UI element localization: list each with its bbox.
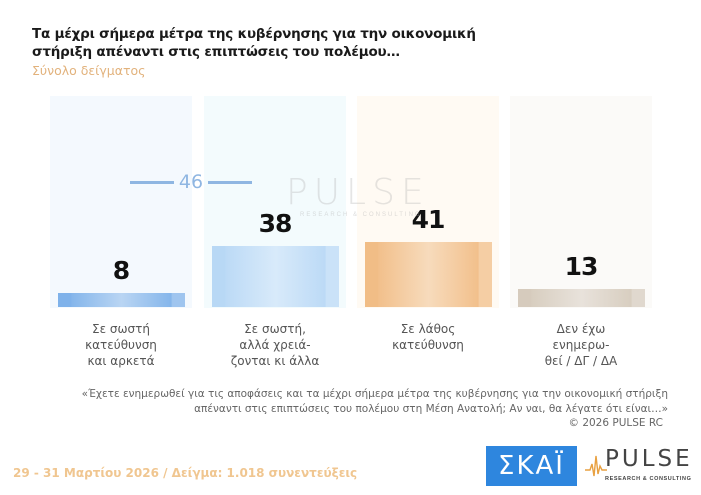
bar-value-label: 13 bbox=[564, 252, 599, 282]
category-label-line: ενημερω- bbox=[552, 338, 610, 352]
combined-annotation: 46 bbox=[130, 171, 252, 193]
category-label-line: και αρκετά bbox=[87, 354, 155, 368]
combined-line-right bbox=[208, 180, 252, 184]
bar-value-label: 38 bbox=[258, 208, 293, 238]
pulse-logo-word: PULSE bbox=[605, 446, 693, 472]
watermark: PULSE bbox=[286, 172, 430, 213]
bar-value-label: 8 bbox=[112, 256, 130, 285]
bar bbox=[58, 293, 185, 307]
watermark-sub: RESEARCH & CONSULTING bbox=[300, 212, 422, 218]
survey-footer: 29 - 31 Μαρτίου 2026 / Δείγμα: 1.018 συν… bbox=[13, 466, 358, 480]
category-label: Σε σωστή κατεύθυνση και αρκετά bbox=[50, 321, 192, 369]
skai-logo: ΣΚΑΪ bbox=[486, 446, 577, 486]
bar bbox=[518, 289, 645, 307]
category-label: Σε σωστή, αλλά χρειά-ζονται κι άλλα bbox=[204, 321, 346, 369]
category-label-line: κατεύθυνση bbox=[85, 338, 157, 352]
column-background bbox=[50, 96, 192, 308]
bar bbox=[212, 245, 339, 307]
chart-title: Τα μέχρι σήμερα μέτρα της κυβέρνησης για… bbox=[32, 26, 476, 60]
category-label-line: θεί / ΔΓ / ΔΑ bbox=[544, 354, 618, 368]
category-label: Σε λάθος κατεύθυνση bbox=[357, 321, 499, 353]
bar bbox=[365, 241, 492, 307]
category-label-line: αλλά χρειά- bbox=[239, 338, 311, 352]
category-label-line: Σε λάθος bbox=[400, 322, 456, 336]
column-background bbox=[510, 96, 652, 308]
copyright: © 2026 PULSE RC bbox=[568, 417, 663, 429]
survey-question: «Έχετε ενημερωθεί για τις αποφάσεις και … bbox=[60, 387, 668, 417]
pulse-logo: PULSE RESEARCH & CONSULTING bbox=[585, 446, 695, 486]
question-line-1: «Έχετε ενημερωθεί για τις αποφάσεις και … bbox=[81, 388, 668, 400]
pulse-wave-icon bbox=[585, 455, 607, 477]
combined-value-label: 46 bbox=[178, 171, 204, 193]
category-label: Δεν έχω ενημερω-θεί / ΔΓ / ΔΑ bbox=[510, 321, 652, 369]
combined-line-left bbox=[130, 180, 174, 184]
question-line-2: απέναντι στις επιπτώσεις του πολέμου στη… bbox=[194, 403, 668, 415]
chart-subtitle: Σύνολο δείγματος bbox=[32, 63, 146, 78]
category-label-line: Σε σωστή bbox=[92, 322, 150, 336]
pulse-logo-sub: RESEARCH & CONSULTING bbox=[605, 476, 692, 482]
category-label-line: ζονται κι άλλα bbox=[230, 354, 320, 368]
category-label-line: Δεν έχω bbox=[556, 322, 606, 336]
bar-value-label: 41 bbox=[411, 204, 446, 234]
category-label-line: Σε σωστή, bbox=[244, 322, 306, 336]
category-label-line: κατεύθυνση bbox=[392, 338, 464, 352]
